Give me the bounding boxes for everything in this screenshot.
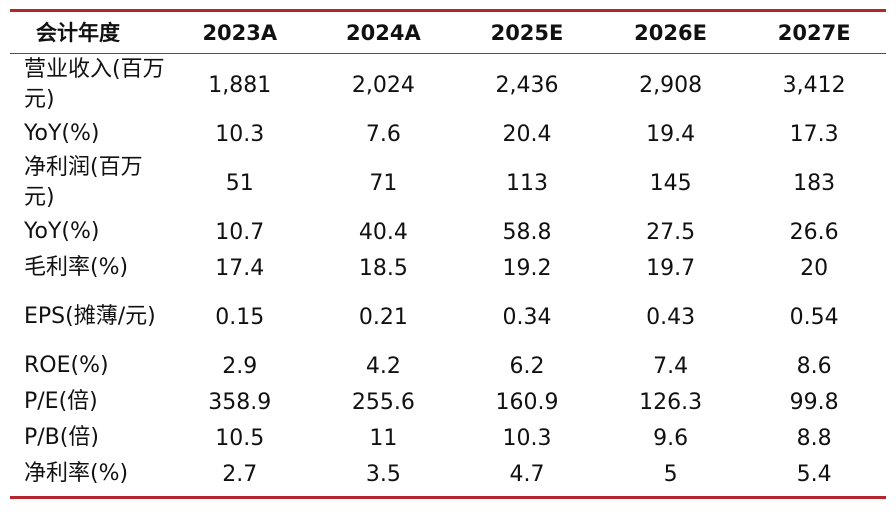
cell: 27.5 bbox=[646, 219, 696, 245]
cell: 2,024 bbox=[351, 72, 415, 98]
table-row: YoY(%) 10.3 7.6 20.4 19.4 17.3 bbox=[10, 116, 886, 152]
cell: 145 bbox=[649, 170, 692, 196]
cell: 40.4 bbox=[358, 219, 408, 245]
cell: 5 bbox=[663, 461, 678, 487]
header-2024a: 2024A bbox=[346, 20, 421, 45]
cell: 1,881 bbox=[208, 72, 272, 98]
row-label: P/B(倍) bbox=[24, 425, 99, 450]
cell: 183 bbox=[793, 170, 836, 196]
cell: 358.9 bbox=[208, 389, 272, 415]
cell: 20.4 bbox=[502, 121, 552, 147]
row-label: 净利润(百万元) bbox=[24, 155, 143, 210]
cell: 113 bbox=[505, 170, 548, 196]
row-label: 净利率(%) bbox=[24, 461, 129, 486]
cell: 255.6 bbox=[351, 389, 415, 415]
cell: 19.7 bbox=[646, 255, 696, 281]
row-label: YoY(%) bbox=[24, 121, 100, 146]
cell: 0.43 bbox=[646, 304, 696, 330]
cell: 4.2 bbox=[365, 353, 401, 379]
row-label: ROE(%) bbox=[24, 353, 109, 378]
cell: 160.9 bbox=[495, 389, 559, 415]
table-row: 营业收入(百万元) 1,881 2,024 2,436 2,908 3,412 bbox=[10, 54, 886, 116]
cell: 6.2 bbox=[509, 353, 545, 379]
table-row: P/E(倍) 358.9 255.6 160.9 126.3 99.8 bbox=[10, 384, 886, 420]
cell: 7.6 bbox=[365, 121, 401, 147]
cell: 17.3 bbox=[789, 121, 839, 147]
cell: 4.7 bbox=[509, 461, 545, 487]
header-2025e: 2025E bbox=[490, 20, 564, 45]
top-rule bbox=[10, 9, 886, 12]
table-row: EPS(摊薄/元) 0.15 0.21 0.34 0.43 0.54 bbox=[10, 286, 886, 348]
cell: 9.6 bbox=[653, 425, 689, 451]
cell: 10.5 bbox=[215, 425, 265, 451]
cell: 20 bbox=[800, 255, 829, 281]
cell: 8.8 bbox=[796, 425, 832, 451]
cell: 10.3 bbox=[502, 425, 552, 451]
cell: 3.5 bbox=[365, 461, 401, 487]
header-2027e: 2027E bbox=[777, 20, 851, 45]
cell: 2,436 bbox=[495, 72, 559, 98]
cell: 8.6 bbox=[796, 353, 832, 379]
header-label: 会计年度 bbox=[36, 20, 120, 45]
cell: 5.4 bbox=[796, 461, 832, 487]
cell: 2,908 bbox=[639, 72, 703, 98]
cell: 0.15 bbox=[215, 304, 265, 330]
cell: 17.4 bbox=[215, 255, 265, 281]
cell: 11 bbox=[369, 425, 398, 451]
table-header: 会计年度 2023A 2024A 2025E 2026E 2027E bbox=[10, 12, 886, 54]
table-row: YoY(%) 10.7 40.4 58.8 27.5 26.6 bbox=[10, 214, 886, 250]
table-row: 毛利率(%) 17.4 18.5 19.2 19.7 20 bbox=[10, 250, 886, 286]
cell: 0.54 bbox=[789, 304, 839, 330]
cell: 51 bbox=[225, 170, 254, 196]
table-row: P/B(倍) 10.5 11 10.3 9.6 8.8 bbox=[10, 420, 886, 456]
cell: 126.3 bbox=[639, 389, 703, 415]
cell: 7.4 bbox=[653, 353, 689, 379]
row-label: EPS(摊薄/元) bbox=[24, 304, 156, 329]
cell: 0.34 bbox=[502, 304, 552, 330]
cell: 10.3 bbox=[215, 121, 265, 147]
cell: 18.5 bbox=[358, 255, 408, 281]
table-row: 净利润(百万元) 51 71 113 145 183 bbox=[10, 152, 886, 214]
cell: 10.7 bbox=[215, 219, 265, 245]
cell: 19.4 bbox=[646, 121, 696, 147]
bottom-rule bbox=[10, 496, 886, 499]
cell: 0.21 bbox=[358, 304, 408, 330]
cell: 99.8 bbox=[789, 389, 839, 415]
cell: 71 bbox=[369, 170, 398, 196]
cell: 2.7 bbox=[222, 461, 258, 487]
cell: 26.6 bbox=[789, 219, 839, 245]
header-2026e: 2026E bbox=[634, 20, 707, 45]
row-label: P/E(倍) bbox=[24, 389, 98, 414]
cell: 3,412 bbox=[782, 72, 846, 98]
row-label: YoY(%) bbox=[24, 219, 100, 244]
cell: 58.8 bbox=[502, 219, 552, 245]
table-row: 净利率(%) 2.7 3.5 4.7 5 5.4 bbox=[10, 456, 886, 492]
row-label: 毛利率(%) bbox=[24, 255, 129, 280]
table-row: ROE(%) 2.9 4.2 6.2 7.4 8.6 bbox=[10, 348, 886, 384]
header-2023a: 2023A bbox=[202, 20, 278, 45]
row-label: 营业收入(百万元) bbox=[24, 57, 165, 112]
cell: 19.2 bbox=[502, 255, 552, 281]
cell: 2.9 bbox=[222, 353, 258, 379]
financial-forecast-table: 会计年度 2023A 2024A 2025E 2026E 2027E 营业收入(… bbox=[10, 9, 886, 499]
